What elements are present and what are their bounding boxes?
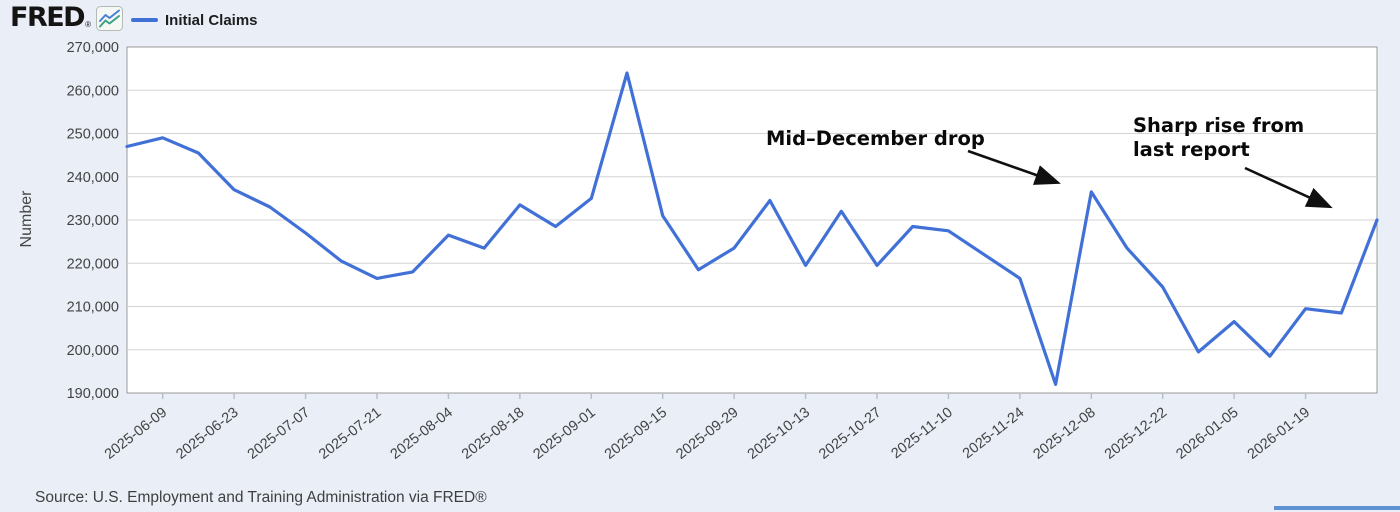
y-axis-tick-label: 190,000	[67, 386, 119, 402]
x-axis-tick-label: 2025-10-13	[745, 405, 813, 463]
annotation-arrow-mid-december	[967, 149, 1061, 185]
x-axis-tick-label: 2025-06-23	[173, 405, 241, 463]
fred-chart-icon	[96, 6, 123, 36]
initial-claims-line[interactable]	[125, 71, 1379, 386]
legend-item-initial-claims[interactable]: Initial Claims	[131, 12, 258, 29]
annotation-sharp-rise-line2: last report	[1133, 138, 1250, 161]
partial-bottom-element	[1274, 506, 1400, 510]
x-axis-tick-label: 2026-01-19	[1245, 405, 1313, 463]
x-axis-tick-label: 2026-01-05	[1173, 405, 1241, 463]
legend-label: Initial Claims	[165, 11, 258, 29]
y-axis-tick-label: 270,000	[67, 40, 119, 56]
y-axis-tick-label: 260,000	[67, 83, 119, 99]
x-axis-tick-label: 2025-07-21	[316, 405, 384, 463]
x-axis-tick-label: 2025-11-24	[960, 405, 1027, 463]
x-axis-tick-label: 2025-09-15	[602, 405, 670, 463]
annotation-sharp-rise: Sharp rise from last report	[1133, 114, 1304, 162]
x-axis-tick-label: 2025-12-22	[1102, 405, 1170, 463]
y-axis-tick-label: 250,000	[67, 127, 119, 143]
registered-mark: ®	[85, 20, 91, 29]
fred-logo[interactable]: FRED ®	[10, 4, 123, 36]
x-axis-tick-label: 2025-06-09	[102, 405, 170, 463]
x-axis-tick-label: 2025-11-10	[888, 405, 955, 463]
source-note: Source: U.S. Employment and Training Adm…	[35, 489, 487, 506]
y-axis-tick-label: 220,000	[67, 256, 119, 272]
legend-line-swatch	[131, 18, 158, 22]
y-axis-tick-label: 240,000	[67, 170, 119, 186]
y-axis-title: Number	[18, 190, 35, 248]
y-axis-tick-label: 210,000	[67, 300, 119, 316]
x-axis-tick-label: 2025-10-27	[816, 405, 884, 463]
chart: 190,000 200,000 210,000 220,000 230,000 240,0…	[67, 40, 1379, 463]
annotation-arrow-sharp-rise	[1244, 166, 1333, 209]
x-axis-tick-label: 2025-09-29	[673, 405, 741, 463]
x-axis-tick-label: 2025-08-18	[459, 405, 527, 463]
y-axis-tick-label: 200,000	[67, 343, 119, 359]
x-axis-tick-label: 2025-08-04	[388, 405, 456, 463]
annotation-mid-december-drop: Mid–December drop	[766, 127, 985, 150]
chart-header: FRED ® Initial Claims	[10, 4, 258, 36]
y-axis-tick-label: 230,000	[67, 213, 119, 229]
annotation-sharp-rise-line1: Sharp rise from	[1133, 114, 1305, 137]
x-axis-tick-label: 2025-12-08	[1030, 405, 1098, 463]
x-axis-tick-label: 2025-07-07	[245, 405, 313, 463]
x-axis-tick-label: 2025-09-01	[530, 405, 598, 463]
fred-logo-text: FRED	[10, 2, 86, 33]
